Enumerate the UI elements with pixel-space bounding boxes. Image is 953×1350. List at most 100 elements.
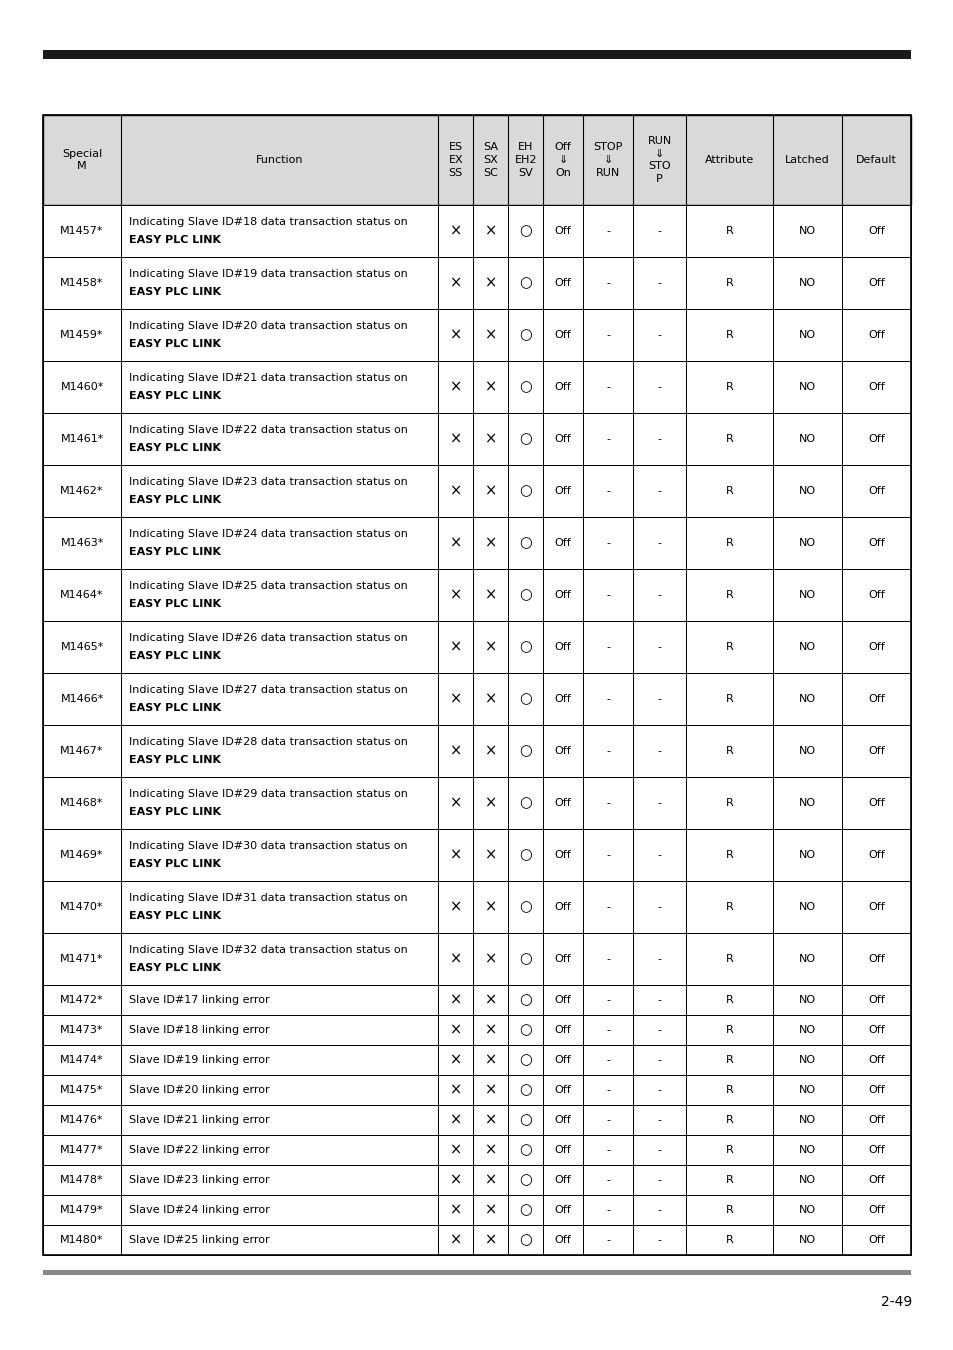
Text: NO: NO [799,1115,815,1125]
Text: NO: NO [799,1235,815,1245]
Text: NO: NO [799,643,815,652]
Text: NO: NO [799,278,815,288]
Bar [685,1106,772,1135]
Text: Off: Off [554,1235,571,1245]
Text: ○: ○ [518,899,532,914]
Bar [438,621,473,674]
Bar [121,725,438,778]
Bar [685,986,772,1015]
Text: Off: Off [554,954,571,964]
Text: EASY PLC LINK: EASY PLC LINK [129,755,221,765]
Text: R: R [725,1206,733,1215]
Text: Indicating Slave ID#24 data transaction status on: Indicating Slave ID#24 data transaction … [129,529,408,539]
Bar [43,1224,121,1256]
Bar [473,309,508,360]
Text: ×: × [449,1142,461,1157]
Bar [582,309,633,360]
Bar [633,256,685,309]
Bar [121,1224,438,1256]
Text: -: - [657,278,660,288]
Bar [841,882,910,933]
Bar [542,517,582,568]
Text: -: - [657,694,660,703]
Text: R: R [725,798,733,809]
Text: ×: × [484,1022,497,1038]
Bar [542,205,582,256]
Text: Off: Off [867,278,884,288]
Text: -: - [657,539,660,548]
Text: ○: ○ [518,275,532,290]
Bar [841,360,910,413]
Bar [121,413,438,464]
Bar [473,674,508,725]
Text: -: - [657,902,660,913]
Bar [542,1045,582,1075]
Bar [121,256,438,309]
Text: ×: × [484,1173,497,1188]
Bar [473,1165,508,1195]
Text: -: - [657,1235,660,1245]
Text: ○: ○ [518,379,532,394]
Bar [841,829,910,882]
Bar [121,1195,438,1224]
Bar [438,1224,473,1256]
Text: ×: × [484,640,497,655]
Bar [542,1165,582,1195]
Bar [633,986,685,1015]
Bar [772,256,841,309]
Text: Indicating Slave ID#18 data transaction status on: Indicating Slave ID#18 data transaction … [129,217,408,227]
Bar [772,1135,841,1165]
Text: Off: Off [867,694,884,703]
Text: STOP
⇓
RUN: STOP ⇓ RUN [593,142,622,178]
Bar [633,621,685,674]
Text: -: - [605,954,609,964]
Text: Slave ID#23 linking error: Slave ID#23 linking error [129,1174,270,1185]
Text: Default: Default [855,155,896,165]
Bar [508,933,542,986]
Text: Off: Off [554,902,571,913]
Text: ×: × [484,848,497,863]
Bar [841,1165,910,1195]
Bar [772,517,841,568]
Text: R: R [725,995,733,1004]
Text: M1461*: M1461* [60,433,104,444]
Text: Indicating Slave ID#20 data transaction status on: Indicating Slave ID#20 data transaction … [129,321,408,331]
Text: ○: ○ [518,328,532,343]
Text: Off: Off [554,1115,571,1125]
Bar [508,360,542,413]
Text: NO: NO [799,1085,815,1095]
Text: Slave ID#19 linking error: Slave ID#19 linking error [129,1054,270,1065]
Bar [772,933,841,986]
Bar [582,621,633,674]
Text: ○: ○ [518,1112,532,1127]
Bar [121,1045,438,1075]
Bar [438,1015,473,1045]
Bar [438,933,473,986]
Text: ×: × [449,587,461,602]
Text: NO: NO [799,382,815,391]
Bar [772,1106,841,1135]
Text: -: - [605,902,609,913]
Bar [438,1106,473,1135]
Text: Indicating Slave ID#19 data transaction status on: Indicating Slave ID#19 data transaction … [129,269,408,279]
Text: M1466*: M1466* [60,694,104,703]
Bar [473,568,508,621]
Bar [633,1224,685,1256]
Bar [685,256,772,309]
Bar [438,882,473,933]
Bar [582,1165,633,1195]
Text: M1480*: M1480* [60,1235,104,1245]
Bar [121,986,438,1015]
Text: -: - [657,1085,660,1095]
Text: M1477*: M1477* [60,1145,104,1156]
Text: ○: ○ [518,744,532,759]
Bar [43,778,121,829]
Text: NO: NO [799,539,815,548]
Bar [508,205,542,256]
Bar [508,725,542,778]
Bar [841,309,910,360]
Bar [685,1045,772,1075]
Bar [685,621,772,674]
Text: -: - [657,954,660,964]
Text: EASY PLC LINK: EASY PLC LINK [129,599,221,609]
